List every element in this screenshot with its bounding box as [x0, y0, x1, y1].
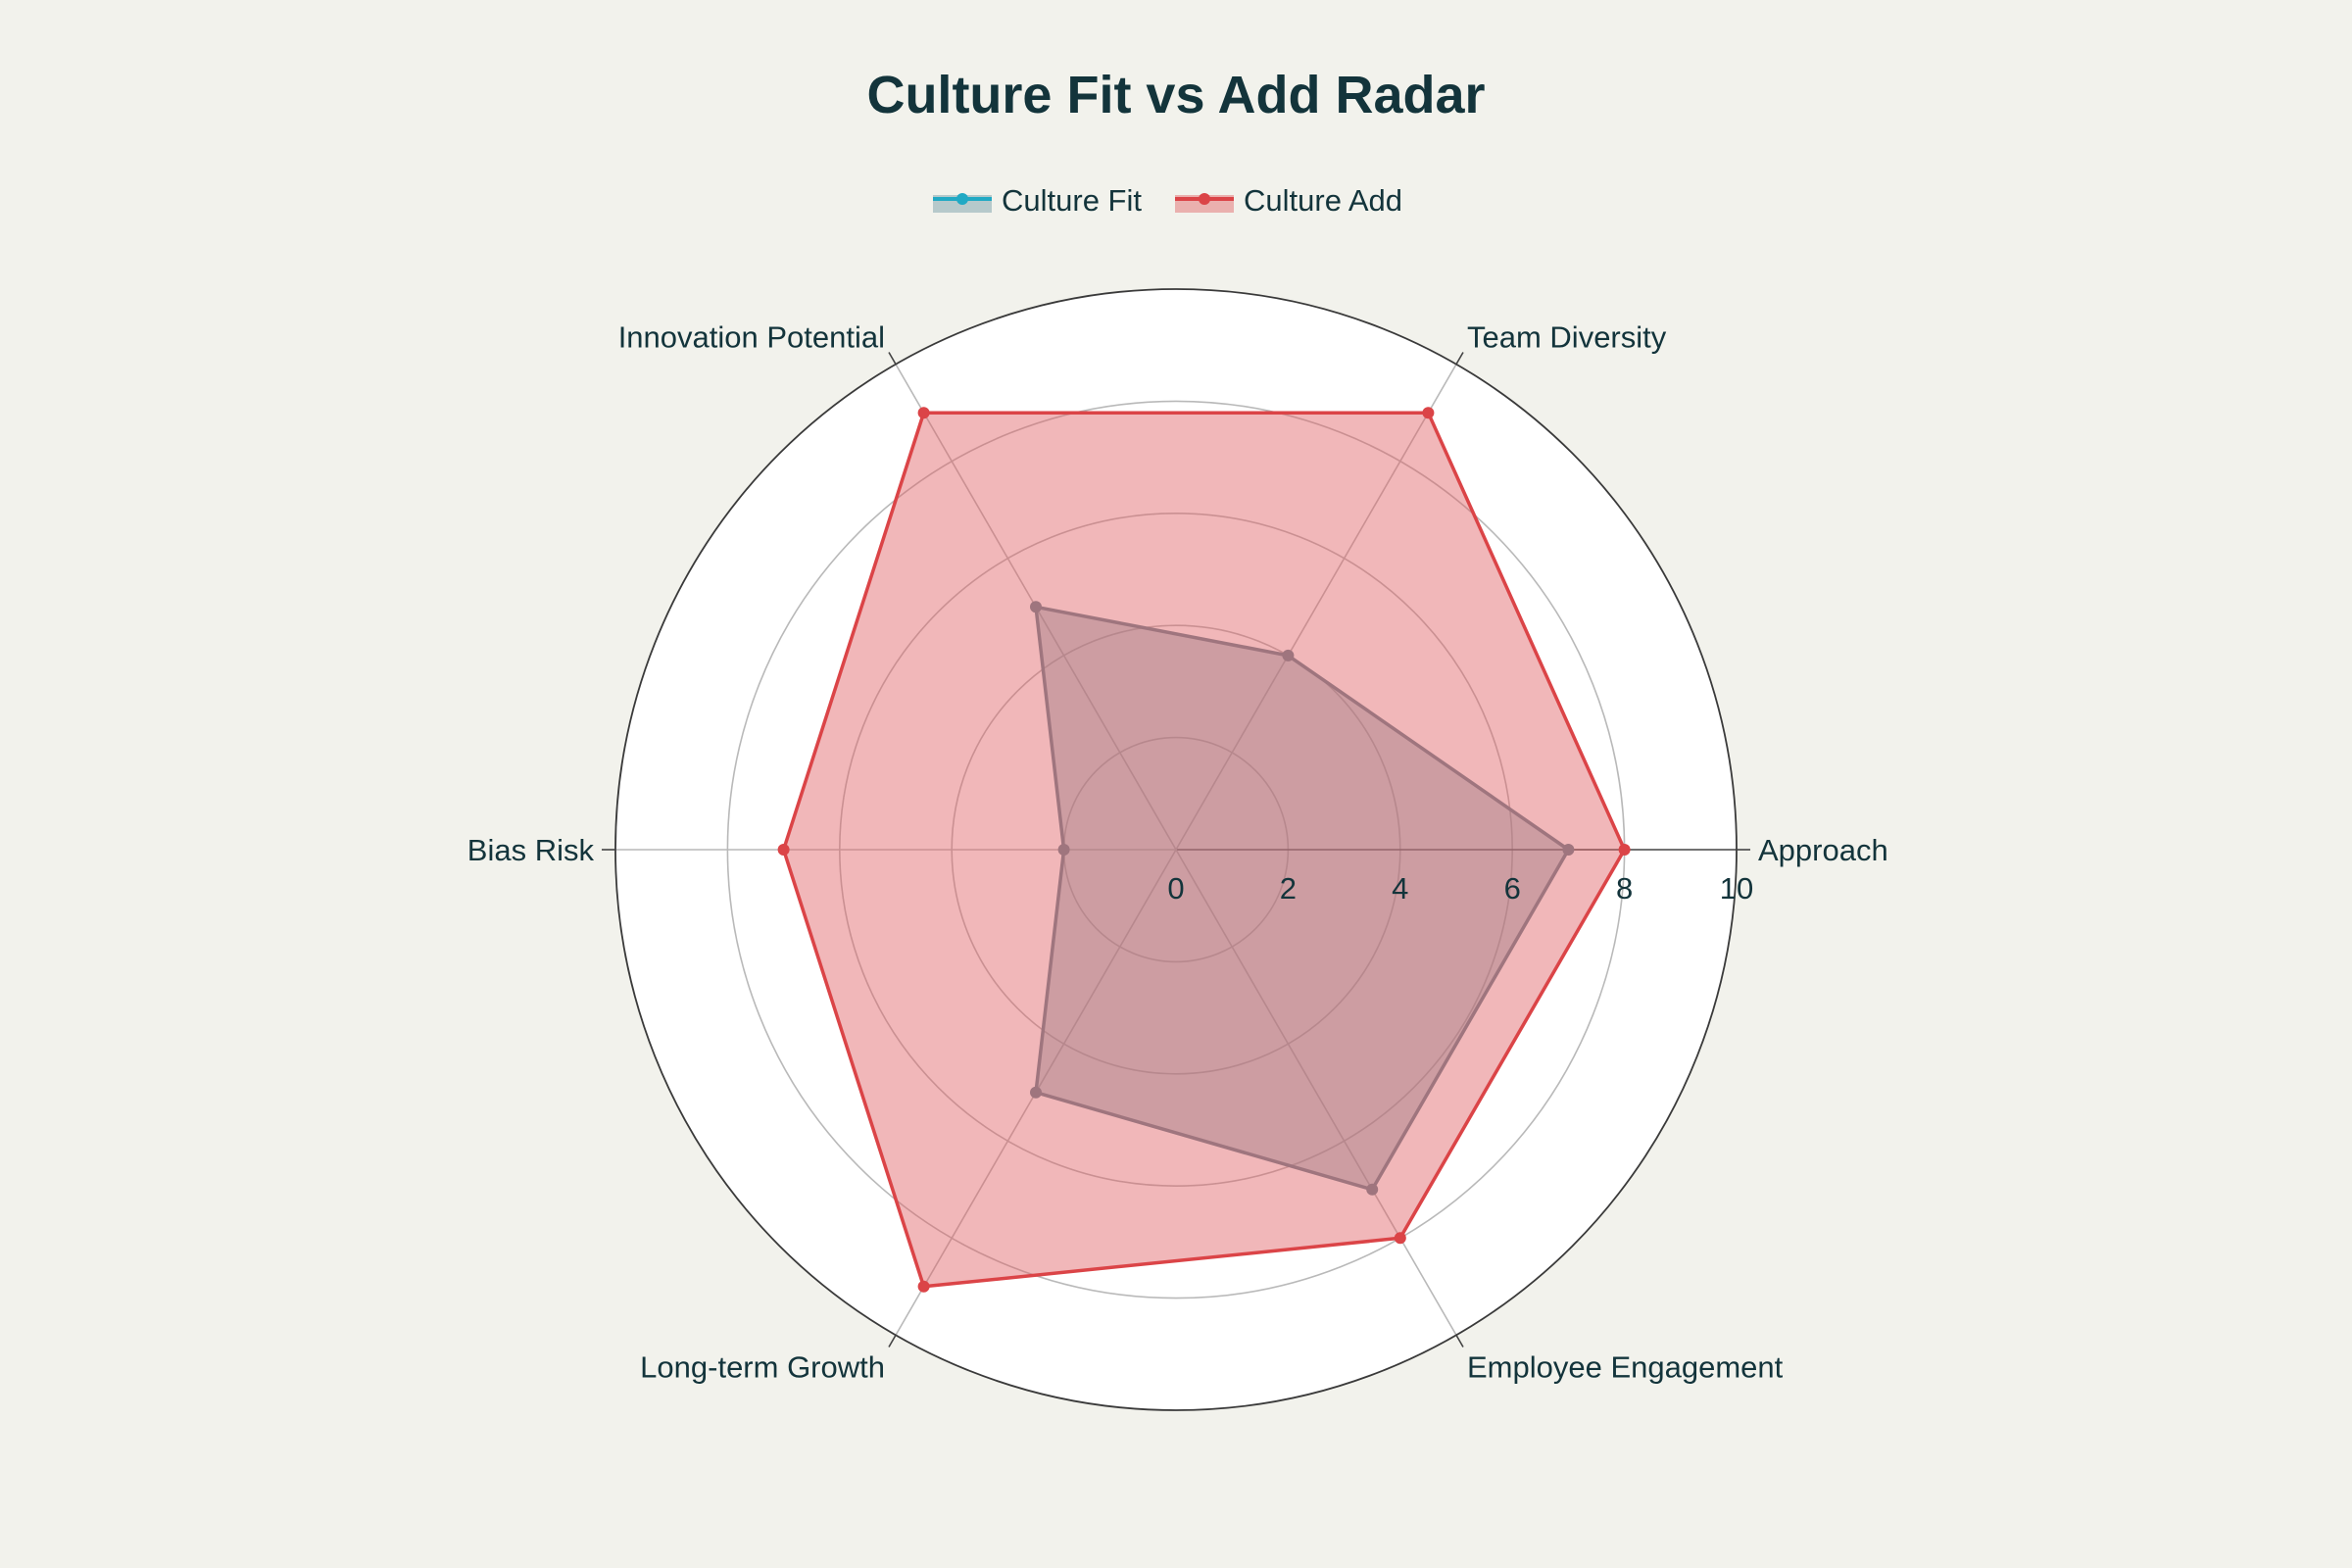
series-culture-fit	[1030, 601, 1575, 1196]
data-point-culture-fit-long-term-growth	[1030, 1086, 1042, 1099]
data-point-culture-add-bias-risk	[777, 844, 790, 856]
legend-marker-culture-fit	[956, 193, 968, 205]
axis-label-team-diversity: Team Diversity	[1467, 320, 1667, 355]
data-point-culture-add-long-term-growth	[917, 1280, 930, 1293]
r-tick-label-2: 2	[1280, 871, 1297, 906]
axis-tick-team-diversity	[1455, 352, 1464, 366]
axis-label-innovation-potential: Innovation Potential	[618, 320, 885, 355]
legend-marker-culture-add	[1199, 193, 1210, 205]
data-point-culture-add-team-diversity	[1422, 407, 1435, 419]
axis-tick-long-term-growth	[888, 1334, 897, 1348]
data-point-culture-add-employee-engagement	[1394, 1232, 1406, 1245]
legend-item-culture-fit[interactable]: Culture Fit	[933, 183, 1142, 218]
data-point-culture-fit-team-diversity	[1282, 649, 1295, 662]
series-culture-add	[777, 407, 1631, 1293]
r-tick-label-0: 0	[1167, 871, 1184, 906]
axis-label-bias-risk: Bias Risk	[467, 833, 595, 867]
axis-label-approach: Approach	[1758, 833, 1888, 867]
data-point-culture-add-innovation-potential	[917, 407, 930, 419]
axis-label-employee-engagement: Employee Engagement	[1467, 1349, 1784, 1384]
legend-item-culture-add[interactable]: Culture Add	[1175, 183, 1402, 218]
axis-tick-innovation-potential	[888, 352, 897, 366]
r-tick-label-8: 8	[1616, 871, 1633, 906]
data-point-culture-fit-approach	[1562, 844, 1575, 856]
r-tick-label-4: 4	[1392, 871, 1408, 906]
series-area-culture-add	[783, 413, 1625, 1287]
legend-label-culture-add: Culture Add	[1244, 183, 1402, 218]
data-point-culture-fit-innovation-potential	[1030, 601, 1042, 613]
axis-label-long-term-growth: Long-term Growth	[640, 1349, 885, 1384]
r-tick-label-10: 10	[1720, 871, 1753, 906]
chart-title: Culture Fit vs Add Radar	[866, 66, 1485, 124]
spoke-team-diversity	[1175, 364, 1457, 851]
data-point-culture-add-approach	[1618, 844, 1631, 856]
data-point-culture-fit-bias-risk	[1057, 844, 1070, 856]
axis-tick-employee-engagement	[1455, 1334, 1464, 1348]
data-point-culture-fit-employee-engagement	[1366, 1183, 1379, 1196]
series-area-culture-fit	[1036, 607, 1569, 1190]
r-tick-label-6: 6	[1504, 871, 1521, 906]
legend: Culture Fit Culture Add	[933, 183, 1402, 218]
legend-label-culture-fit: Culture Fit	[1002, 183, 1142, 218]
spoke-employee-engagement	[1175, 849, 1457, 1336]
